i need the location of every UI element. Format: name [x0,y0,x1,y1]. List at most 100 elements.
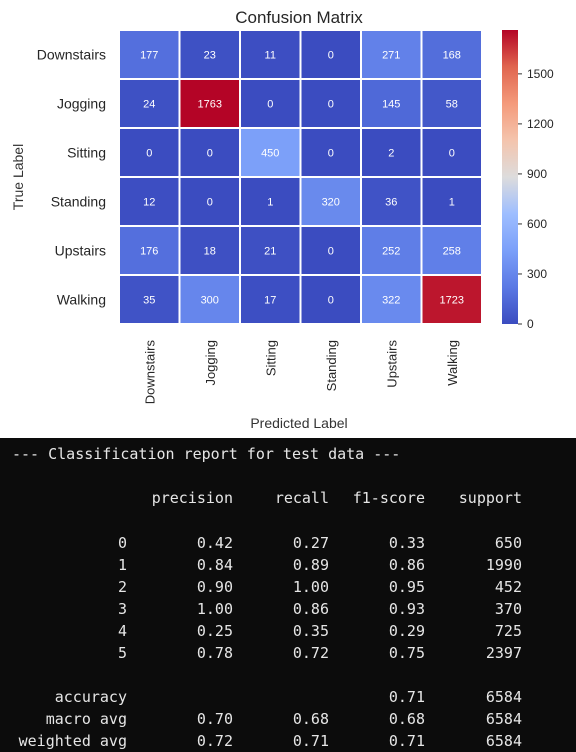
report-cell: 6584 [485,688,522,706]
report-cell: 0.27 [292,534,329,552]
heatmap-cell [180,276,239,323]
confusion-matrix-chart: Confusion Matrix Predicted Label True La… [0,0,576,438]
report-cell: 0.86 [292,600,329,618]
heatmap-cell [422,31,481,78]
report-summary-label: weighted avg [18,732,127,750]
colorbar-tick-label: 1500 [527,67,554,81]
report-cell: 0.35 [292,622,329,640]
cell-value-label: 18 [204,246,216,258]
heatmap-cell [241,80,300,127]
heatmap-cell [422,129,481,176]
report-summary-label: accuracy [54,688,127,706]
cell-value-label: 23 [204,50,216,62]
report-cell: 0.68 [292,710,329,728]
y-tick-label: Downstairs [37,47,106,63]
report-cell: 0.68 [388,710,425,728]
colorbar-tick-label: 1200 [527,117,554,131]
cell-value-label: 1763 [198,99,222,111]
report-cell: 0.70 [196,710,233,728]
report-cell: 0.72 [196,732,233,750]
heatmap-cell [120,129,179,176]
cell-value-label: 145 [382,99,400,111]
cell-value-label: 0 [207,197,213,209]
cell-value-label: 320 [322,197,340,209]
report-cell: 0.78 [196,644,233,662]
heatmap-cell [362,80,421,127]
y-tick-label: Walking [57,292,106,308]
report-cell: 0.72 [292,644,329,662]
heatmap-cell [422,276,481,323]
heatmap-cell [241,31,300,78]
x-tick-label: Jogging [203,340,218,386]
report-cell: 725 [494,622,522,640]
heatmap-cell [301,80,360,127]
report-row-label: 1 [117,556,127,574]
report-cell: 0.29 [388,622,425,640]
cell-value-label: 11 [265,50,276,62]
heatmap-cell [241,276,300,323]
report-heading: --- Classification report for test data … [12,445,401,463]
cell-value-label: 0 [328,50,334,62]
classification-report: --- Classification report for test data … [0,438,576,752]
heatmap-cell [180,129,239,176]
report-cell: 0.90 [196,578,233,596]
report-cell: 0.86 [388,556,425,574]
report-row-label: 4 [117,622,127,640]
x-tick-label: Sitting [263,340,278,376]
cell-value-label: 2 [388,148,394,160]
report-column-header: recall [274,489,329,507]
cell-value-label: 24 [143,99,155,111]
report-cell: 6584 [485,732,522,750]
report-cell: 6584 [485,710,522,728]
cell-value-label: 300 [201,295,219,307]
report-cell: 0.42 [196,534,233,552]
x-tick-label: Downstairs [142,340,157,405]
heatmap-cell [120,31,179,78]
confusion-matrix-svg: Confusion Matrix Predicted Label True La… [10,8,554,431]
colorbar-tick-label: 600 [527,217,547,231]
cell-value-label: 0 [328,148,334,160]
heatmap-cell [120,178,179,225]
report-column-header: precision [151,489,233,507]
cell-value-label: 36 [385,197,397,209]
colorbar [502,30,518,324]
cell-value-label: 1723 [440,295,464,307]
heatmap-cell [241,227,300,274]
cell-value-label: 35 [143,295,155,307]
cell-value-label: 0 [328,246,334,258]
heatmap-cell [362,31,421,78]
report-cell: 0.93 [388,600,425,618]
cell-value-label: 258 [443,246,461,258]
report-cell: 1990 [485,556,522,574]
heatmap-cell [301,227,360,274]
heatmap-cell [301,31,360,78]
heatmap-cell [422,227,481,274]
heatmap-cell [362,178,421,225]
report-cell: 452 [494,578,522,596]
heatmap-cell [180,227,239,274]
cell-value-label: 176 [140,246,158,258]
report-cell: 0.71 [292,732,329,750]
cell-value-label: 1 [267,197,273,209]
y-tick-label: Upstairs [55,243,106,259]
y-tick-label: Standing [51,194,106,210]
heatmap-cell [362,276,421,323]
cell-value-label: 0 [449,148,455,160]
cell-value-label: 58 [446,99,458,111]
report-cell: 0.25 [196,622,233,640]
cell-value-label: 1 [449,197,455,209]
heatmap-cell [422,80,481,127]
cell-value-label: 12 [143,197,155,209]
report-column-header: f1-score [352,489,425,507]
heatmap-cell [241,178,300,225]
cell-value-label: 0 [146,148,152,160]
x-tick-label: Walking [445,340,460,386]
report-row-label: 2 [117,578,127,596]
report-row-label: 5 [117,644,127,662]
cell-value-label: 0 [207,148,213,160]
heatmap-cell [301,129,360,176]
report-cell: 370 [494,600,522,618]
cell-value-label: 252 [382,246,400,258]
report-column-header: support [458,489,522,507]
cell-value-label: 17 [264,295,276,307]
